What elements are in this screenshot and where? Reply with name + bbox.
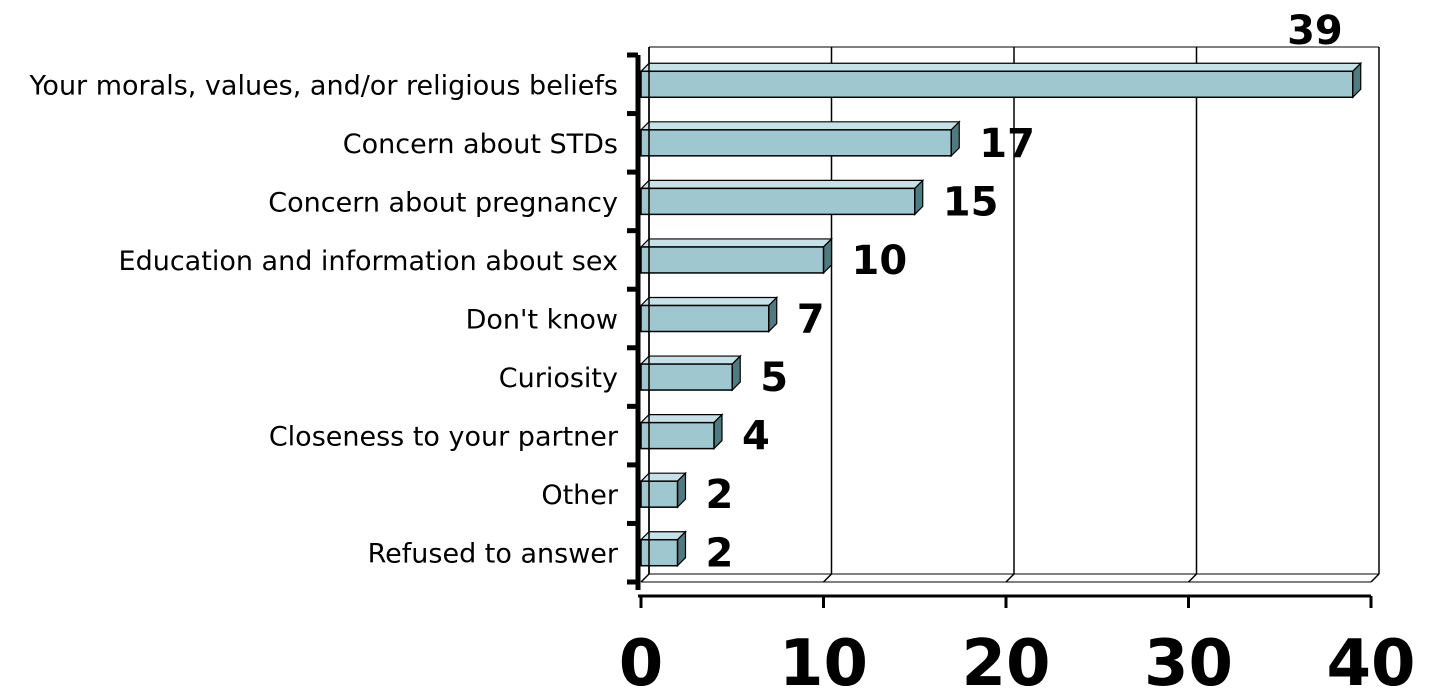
value-label-8: 2 (706, 472, 734, 518)
bar-7 (639, 413, 724, 451)
category-label-7: Closeness to your partner (269, 422, 619, 453)
floor-edge-40 (1370, 573, 1380, 583)
x-tick-label-30: 30 (1144, 627, 1233, 692)
value-label-1: 39 (1287, 8, 1343, 54)
category-label-3: Concern about pregnancy (268, 187, 618, 218)
value-label-2: 17 (979, 121, 1035, 167)
bar-5 (639, 296, 779, 333)
bar-6 (639, 354, 742, 392)
floor-edge-0 (640, 573, 650, 583)
category-label-1: Your morals, values, and/or religious be… (29, 70, 618, 101)
category-label-4: Education and information about sex (119, 246, 618, 277)
category-label-9: Refused to answer (368, 539, 619, 570)
value-label-9: 2 (706, 531, 734, 577)
x-tick-label-10: 10 (779, 627, 868, 692)
value-label-4: 10 (852, 238, 908, 284)
value-label-5: 7 (797, 297, 825, 343)
category-label-6: Curiosity (499, 363, 618, 394)
category-label-5: Don't know (466, 305, 618, 336)
floor-edge-30 (1187, 573, 1198, 583)
bar-series (639, 61, 1363, 568)
category-labels: Your morals, values, and/or religious be… (29, 70, 619, 569)
floor-edge-20 (1005, 573, 1015, 583)
x-tick-label-20: 20 (961, 627, 1050, 692)
bar-2 (639, 120, 961, 158)
value-label-3: 15 (943, 179, 999, 225)
bar-4 (639, 237, 833, 275)
category-label-8: Other (541, 480, 619, 511)
category-label-2: Concern about STDs (343, 129, 618, 160)
value-label-7: 4 (742, 414, 770, 460)
x-tick-label-0: 0 (619, 627, 664, 692)
bar-1 (639, 61, 1363, 99)
x-tick-label-40: 40 (1326, 627, 1415, 692)
bar-8 (639, 471, 687, 509)
x-axis-tick-labels: 0 10 20 30 40 (619, 627, 1416, 692)
bar-9 (639, 530, 687, 568)
chart-axes (627, 47, 1373, 608)
floor-edge-10 (822, 573, 833, 583)
bar-3 (639, 178, 925, 216)
value-label-6: 5 (760, 355, 788, 401)
